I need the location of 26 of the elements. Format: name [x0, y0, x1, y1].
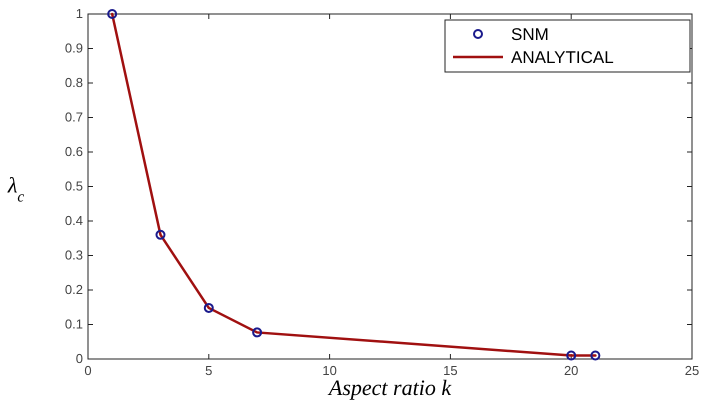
y-tick-label: 1 — [76, 6, 83, 21]
y-tick-label: 0.4 — [64, 213, 83, 228]
y-tick-label: 0.8 — [64, 75, 83, 90]
x-tick-label: 20 — [564, 363, 578, 378]
point — [155, 230, 166, 240]
y-tick-label: 0.7 — [64, 110, 83, 124]
y-tick-label: 0 — [76, 351, 83, 366]
legend-label: SNM — [511, 25, 549, 44]
y-tick-label: 0.6 — [64, 144, 83, 159]
point — [204, 302, 214, 313]
y-tick-label: 0.9 — [64, 40, 83, 56]
y-tick-label: 0.2 — [64, 282, 83, 297]
x-tick-label: 25 — [684, 363, 700, 378]
x-tick-label: 5 — [205, 363, 212, 378]
x-axis-title: Aspect ratio k — [326, 375, 452, 400]
x-tick-label: 15 — [443, 363, 458, 378]
legend-label: ANALYTICAL — [511, 48, 614, 67]
point — [252, 327, 262, 338]
x-tick-label: 10 — [322, 363, 337, 378]
y-tick-label: 0.3 — [64, 248, 83, 262]
point — [590, 350, 600, 361]
point — [107, 9, 118, 19]
y-tick-label: 0.5 — [64, 178, 83, 194]
y-axis-title: λ$_{c}$ — [6, 172, 24, 205]
point — [566, 350, 576, 361]
y-tick-label: 0.1 — [64, 316, 83, 332]
